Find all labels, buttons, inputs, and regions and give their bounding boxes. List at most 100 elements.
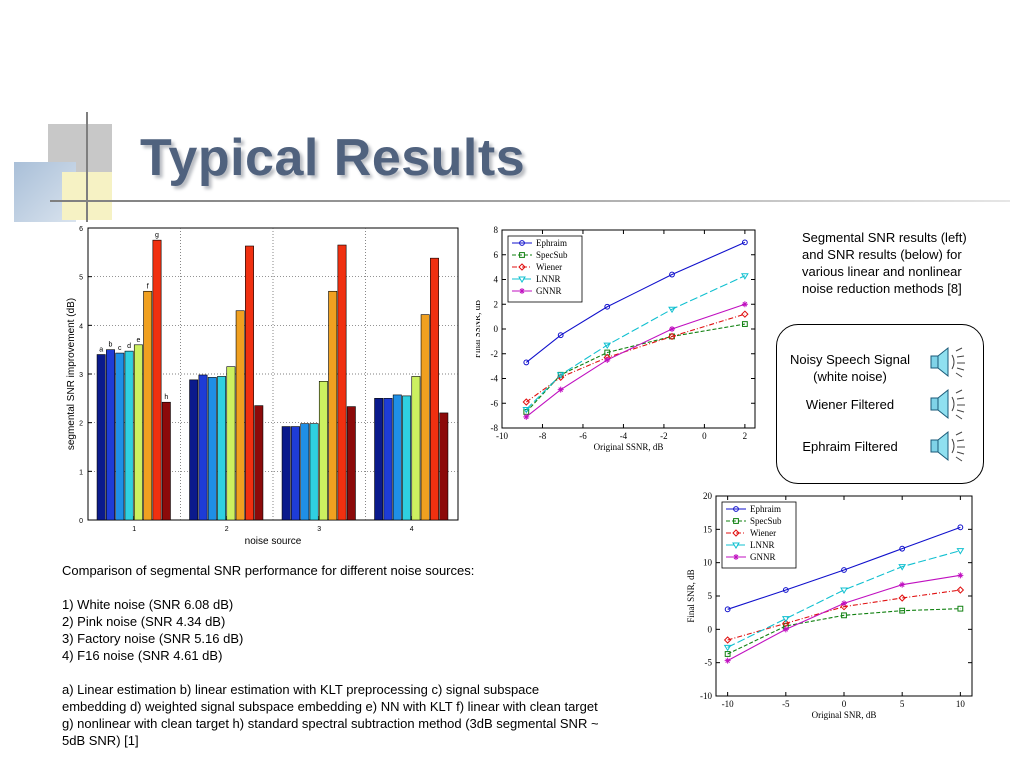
bar [420,314,430,521]
y-tick-label: 5 [79,275,83,282]
bar [124,350,134,521]
series-line [525,241,746,363]
bar-letter-label: f [147,283,149,290]
bar [161,401,171,521]
legend-marker [733,506,739,512]
caption-item: 3) Factory noise (SNR 5.16 dB) [62,631,244,646]
legend-label: LNNR [750,540,775,550]
y-tick-label: 2 [79,421,83,428]
x-tick-label: 3 [317,526,321,533]
data-point [841,600,847,607]
data-point [841,612,847,619]
x-tick-label: 1 [132,526,136,533]
data-point [723,644,732,652]
data-point [724,651,731,657]
bar [337,244,347,521]
bar [254,405,264,521]
legend-marker [732,529,740,537]
data-point [741,321,748,327]
bar-letter-label: b [109,342,113,349]
legend-marker [733,518,739,524]
y-tick-label: -4 [491,374,499,384]
y-tick-label: 5 [708,591,713,601]
bar [106,349,115,521]
data-point [741,301,748,308]
speaker-icon[interactable] [928,386,968,422]
data-point [723,636,732,644]
data-point [523,413,530,420]
legend-marker [519,288,525,294]
y-tick-label: 2 [494,299,499,309]
data-point [522,406,531,414]
y-tick-label: 0 [708,624,713,634]
y-tick-label: 0 [494,324,499,334]
x-tick-label: 10 [956,699,966,709]
x-tick-label: 4 [410,526,414,533]
y-tick-label: -8 [491,423,499,433]
bar [328,290,338,521]
data-point [899,581,906,588]
speaker-icon[interactable] [928,344,968,380]
data-point [741,310,749,318]
legend-label: Wiener [750,528,776,538]
data-point [724,657,731,664]
data-point [840,602,848,611]
speaker-icon[interactable] [928,428,968,464]
legend-label: SpecSub [750,516,782,526]
data-point [782,619,790,628]
bar [189,379,199,521]
x-tick-label: -8 [539,431,547,441]
x-tick-label: 0 [842,699,847,709]
bar [300,423,310,521]
bar [383,398,393,521]
bar [439,412,449,521]
series-line [727,550,961,648]
bar [198,374,208,521]
data-point [523,359,530,366]
data-point [956,548,965,555]
data-point [781,616,790,623]
bar [143,290,153,521]
y-tick-label: -5 [705,658,713,668]
y-axis-label: segmental SNR improvement (dB) [66,298,77,450]
x-tick-label: -6 [579,431,587,441]
data-point [898,594,906,602]
bar [346,406,356,521]
x-tick-label: 2 [743,431,748,441]
y-tick-label: 10 [703,558,713,568]
data-point [957,572,964,579]
data-point [668,306,676,314]
bar [430,257,439,521]
y-tick-label: 3 [79,372,83,379]
series-line [525,323,745,413]
bar [309,423,319,521]
bar [318,381,328,521]
bar [217,376,227,521]
y-tick-label: 20 [703,491,713,501]
x-tick-label: -4 [620,431,628,441]
title-decoration-vertical-line [86,112,88,222]
x-axis-label: Original SNR, dB [812,710,877,720]
series-line [727,526,961,610]
y-tick-label: -2 [491,349,499,359]
data-point [604,356,611,363]
bar [281,426,291,521]
legend-marker [518,276,526,283]
x-tick-label: 2 [225,526,229,533]
y-tick-label: -10 [700,691,712,701]
bar-letter-label: e [136,337,140,344]
y-tick-label: 4 [494,275,499,285]
y-tick-label: -6 [491,398,499,408]
caption-methods: a) Linear estimation b) linear estimatio… [62,682,599,748]
legend-marker [732,542,740,549]
y-tick-label: 6 [494,250,499,260]
legend-label: GNNR [536,286,562,296]
x-axis-label: noise source [245,536,302,547]
bar [291,426,300,521]
data-point [741,239,748,246]
bar [411,376,421,521]
legend-marker [518,263,526,271]
data-point [557,332,564,339]
data-point [840,587,848,594]
data-point [603,342,612,350]
